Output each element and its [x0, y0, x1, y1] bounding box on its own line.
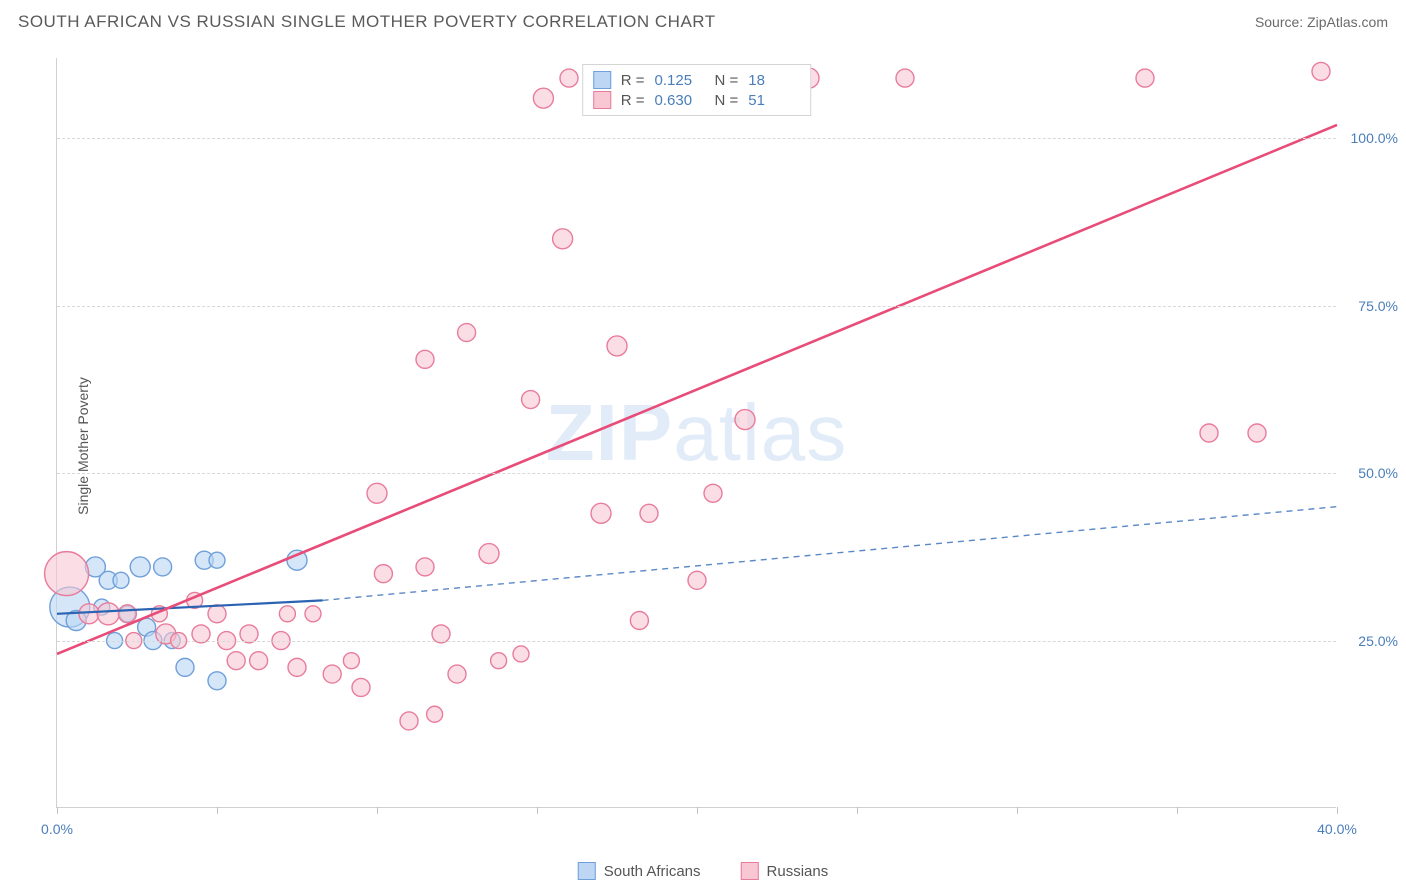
south_africans-point	[208, 672, 226, 690]
russians-point	[1248, 424, 1266, 442]
russians-point	[591, 503, 611, 523]
r-value: 0.125	[655, 72, 705, 89]
x-tick	[1177, 807, 1178, 814]
russians-point	[896, 69, 914, 87]
russians-point	[416, 558, 434, 576]
legend-label: Russians	[767, 863, 829, 880]
x-tick	[1337, 807, 1338, 814]
russians-point	[735, 410, 755, 430]
south_africans-point	[130, 557, 150, 577]
legend-label: South Africans	[604, 863, 701, 880]
russians-point	[227, 652, 245, 670]
n-label: N =	[715, 92, 739, 109]
russians-point	[522, 391, 540, 409]
south_africans-point	[154, 558, 172, 576]
russians-point	[323, 665, 341, 683]
legend-swatch	[578, 862, 596, 880]
russians-point	[427, 706, 443, 722]
gridline	[57, 138, 1336, 139]
legend-item-south_africans: South Africans	[578, 862, 701, 880]
r-label: R =	[621, 72, 645, 89]
russians-point	[458, 324, 476, 342]
russians-point	[560, 69, 578, 87]
russians-point	[367, 483, 387, 503]
x-tick	[217, 807, 218, 814]
gridline	[57, 641, 1336, 642]
russians-point	[305, 606, 321, 622]
stat-legend-row: R = 0.125 N = 18	[593, 70, 799, 90]
x-tick	[1017, 807, 1018, 814]
x-tick-label: 0.0%	[41, 821, 73, 837]
russians-point	[1312, 62, 1330, 80]
x-tick	[697, 807, 698, 814]
y-tick-label: 75.0%	[1358, 298, 1398, 314]
russians-point	[630, 612, 648, 630]
russians-point	[1136, 69, 1154, 87]
legend-swatch	[593, 71, 611, 89]
russians-point	[688, 571, 706, 589]
russians-point	[448, 665, 466, 683]
n-value: 18	[748, 72, 798, 89]
russians-point	[553, 229, 573, 249]
russians-point	[250, 652, 268, 670]
russians-point	[208, 605, 226, 623]
russians-point	[704, 484, 722, 502]
russians-point	[491, 653, 507, 669]
x-tick	[857, 807, 858, 814]
y-tick-label: 100.0%	[1351, 130, 1398, 146]
x-tick	[537, 807, 538, 814]
x-tick-label: 40.0%	[1317, 821, 1357, 837]
legend-swatch	[593, 91, 611, 109]
russians-point	[288, 658, 306, 676]
russians-point	[479, 544, 499, 564]
russians-point	[374, 565, 392, 583]
chart-svg	[57, 58, 1336, 807]
r-label: R =	[621, 92, 645, 109]
russians-point	[1200, 424, 1218, 442]
russians-point	[79, 604, 99, 624]
russians-point	[343, 653, 359, 669]
russians-point	[97, 603, 119, 625]
n-label: N =	[715, 72, 739, 89]
russians-point	[640, 504, 658, 522]
russians-point	[45, 552, 89, 596]
russians-point	[607, 336, 627, 356]
chart-header: SOUTH AFRICAN VS RUSSIAN SINGLE MOTHER P…	[18, 12, 1388, 32]
russians-point	[513, 646, 529, 662]
plot-area: ZIPatlas R =0.125N =18R =0.630N =51 25.0…	[56, 58, 1336, 808]
source-label: Source: ZipAtlas.com	[1255, 14, 1388, 30]
legend-item-russians: Russians	[741, 862, 829, 880]
x-tick	[57, 807, 58, 814]
south_africans-point	[176, 658, 194, 676]
russians-point	[352, 678, 370, 696]
russians-point	[533, 88, 553, 108]
bottom-legend: South Africans Russians	[578, 862, 828, 880]
gridline	[57, 306, 1336, 307]
y-tick-label: 50.0%	[1358, 465, 1398, 481]
r-value: 0.630	[655, 92, 705, 109]
y-tick-label: 25.0%	[1358, 633, 1398, 649]
russians-point	[279, 606, 295, 622]
n-value: 51	[748, 92, 798, 109]
stat-legend-row: R = 0.630 N = 51	[593, 90, 799, 110]
x-tick	[377, 807, 378, 814]
south_africans-point	[113, 572, 129, 588]
south_africans-trend-ext	[323, 507, 1337, 601]
russians-point	[118, 605, 136, 623]
russians-point	[400, 712, 418, 730]
south_africans-point	[209, 552, 225, 568]
legend-swatch	[741, 862, 759, 880]
chart-title: SOUTH AFRICAN VS RUSSIAN SINGLE MOTHER P…	[18, 12, 716, 32]
stat-legend: R = 0.125 N = 18 R = 0.630 N = 51	[582, 64, 812, 116]
russians-point	[416, 350, 434, 368]
gridline	[57, 473, 1336, 474]
